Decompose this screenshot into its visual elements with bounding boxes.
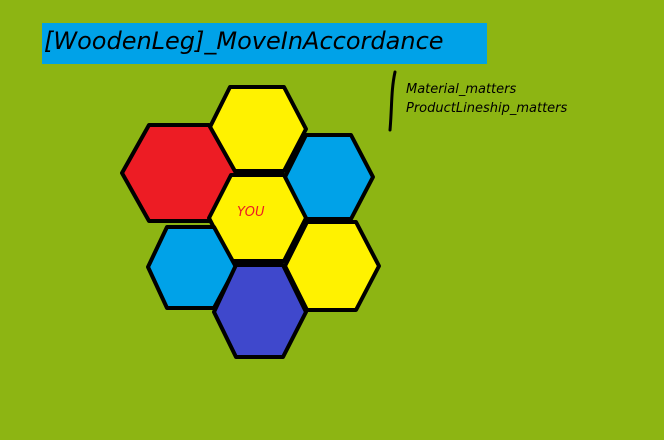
annotation-notes: Material_matters ProductLineship_matters <box>406 80 567 118</box>
center-hex-label: YOU <box>237 205 265 220</box>
hex-grid <box>120 85 381 359</box>
annotation-bracket <box>388 70 397 132</box>
note-line-2: ProductLineship_matters <box>406 101 568 116</box>
note-line-1: Material_matters <box>406 82 517 97</box>
page-title: [WoodenLeg]_MoveInAccordance <box>44 27 444 55</box>
hex-cell-bottom <box>212 263 308 359</box>
title-banner <box>42 23 487 64</box>
